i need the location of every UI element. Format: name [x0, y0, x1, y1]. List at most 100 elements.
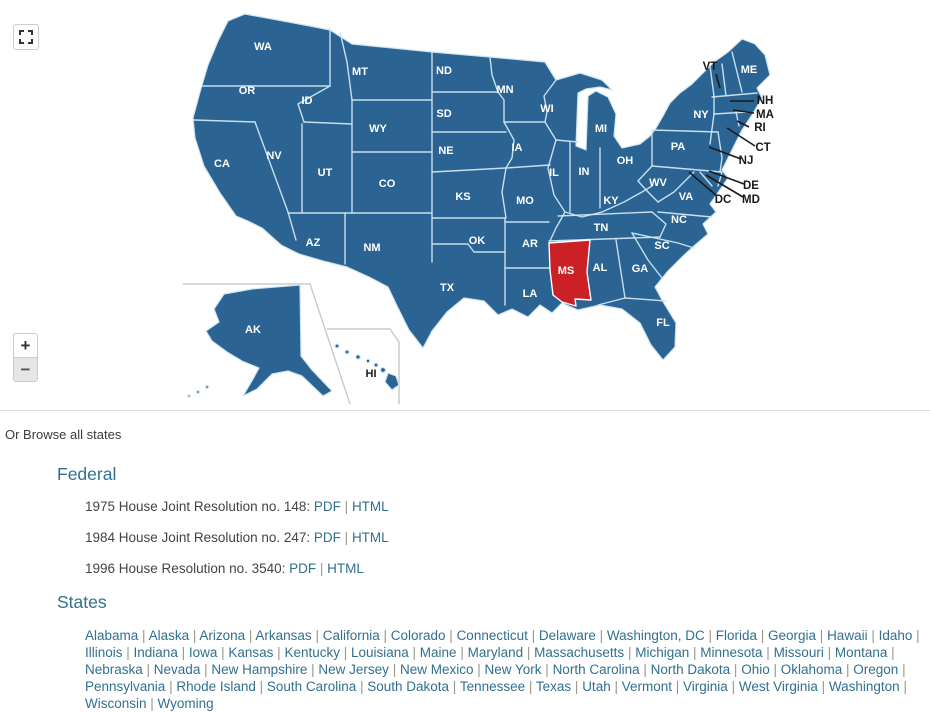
map-state-label-co[interactable]: CO [379, 178, 396, 190]
map-state-label-wa[interactable]: WA [254, 41, 272, 53]
state-link-louisiana[interactable]: Louisiana [350, 645, 409, 660]
map-state-label-oh[interactable]: OH [617, 155, 634, 167]
map-state-label-ma[interactable]: MA [756, 109, 774, 121]
alaska-shape[interactable] [187, 284, 333, 398]
map-state-label-sc[interactable]: SC [654, 240, 669, 252]
map-state-label-ok[interactable]: OK [469, 235, 486, 247]
map-state-label-hi[interactable]: HI [366, 368, 377, 380]
state-link-virginia[interactable]: Virginia [683, 679, 728, 694]
map-state-label-ct[interactable]: CT [755, 142, 770, 154]
map-state-label-ri[interactable]: RI [754, 122, 766, 134]
state-link-wyoming[interactable]: Wyoming [157, 696, 214, 711]
map-state-label-me[interactable]: ME [741, 64, 758, 76]
map-state-label-vt[interactable]: VT [703, 61, 718, 73]
state-link-michigan[interactable]: Michigan [635, 645, 690, 660]
map-state-label-il[interactable]: IL [549, 167, 559, 179]
map-state-label-ak[interactable]: AK [245, 324, 261, 336]
state-link-new-york[interactable]: New York [484, 662, 542, 677]
state-link-ohio[interactable]: Ohio [741, 662, 770, 677]
state-link-texas[interactable]: Texas [535, 679, 572, 694]
zoom-out-button[interactable]: − [13, 357, 38, 382]
state-link-arizona[interactable]: Arizona [199, 628, 246, 643]
state-link-arkansas[interactable]: Arkansas [255, 628, 312, 643]
state-link-oklahoma[interactable]: Oklahoma [780, 662, 843, 677]
map-state-label-al[interactable]: AL [593, 262, 608, 274]
state-link-kansas[interactable]: Kansas [228, 645, 274, 660]
state-link-rhode-island[interactable]: Rhode Island [176, 679, 256, 694]
map-state-label-az[interactable]: AZ [306, 237, 321, 249]
map-state-label-nh[interactable]: NH [757, 95, 774, 107]
html-link[interactable]: HTML [351, 499, 389, 514]
lower48-states-shape[interactable] [192, 13, 771, 361]
state-link-pennsylvania[interactable]: Pennsylvania [85, 679, 166, 694]
html-link[interactable]: HTML [327, 561, 364, 576]
html-link[interactable]: HTML [351, 530, 389, 545]
state-link-west-virginia[interactable]: West Virginia [738, 679, 818, 694]
map-state-label-mi[interactable]: MI [595, 123, 607, 135]
state-link-nebraska[interactable]: Nebraska [85, 662, 143, 677]
map-state-label-nc[interactable]: NC [671, 214, 687, 226]
pdf-link[interactable]: PDF [313, 530, 341, 545]
map-state-label-ny[interactable]: NY [693, 109, 709, 121]
state-link-maine[interactable]: Maine [419, 645, 457, 660]
state-link-indiana[interactable]: Indiana [133, 645, 178, 660]
state-link-iowa[interactable]: Iowa [188, 645, 218, 660]
state-link-vermont[interactable]: Vermont [621, 679, 673, 694]
map-state-label-id[interactable]: ID [302, 95, 313, 107]
pdf-link[interactable]: PDF [289, 561, 317, 576]
map-state-label-wv[interactable]: WV [649, 177, 667, 189]
state-link-south-carolina[interactable]: South Carolina [266, 679, 357, 694]
map-state-label-md[interactable]: MD [742, 194, 760, 206]
map-state-label-ga[interactable]: GA [632, 263, 649, 275]
state-link-washington[interactable]: Washington [828, 679, 900, 694]
map-state-label-dc[interactable]: DC [715, 194, 732, 206]
pdf-link[interactable]: PDF [313, 499, 341, 514]
state-link-kentucky[interactable]: Kentucky [284, 645, 340, 660]
state-link-nevada[interactable]: Nevada [153, 662, 201, 677]
state-link-california[interactable]: California [322, 628, 380, 643]
map-state-label-ut[interactable]: UT [318, 167, 333, 179]
zoom-in-button[interactable]: + [13, 333, 38, 358]
state-link-tennessee[interactable]: Tennessee [459, 679, 526, 694]
state-link-wisconsin[interactable]: Wisconsin [85, 696, 147, 711]
map-state-label-nj[interactable]: NJ [739, 155, 754, 167]
state-mississippi-highlighted[interactable] [548, 239, 592, 307]
fullscreen-button[interactable] [13, 24, 39, 50]
map-state-label-ks[interactable]: KS [455, 191, 470, 203]
state-link-utah[interactable]: Utah [582, 679, 611, 694]
state-link-georgia[interactable]: Georgia [768, 628, 817, 643]
state-link-south-dakota[interactable]: South Dakota [367, 679, 450, 694]
map-state-label-in[interactable]: IN [579, 166, 590, 178]
map-state-label-or[interactable]: OR [239, 85, 256, 97]
map-state-label-pa[interactable]: PA [671, 141, 686, 153]
map-state-label-fl[interactable]: FL [656, 317, 670, 329]
state-link-florida[interactable]: Florida [715, 628, 757, 643]
map-state-label-nm[interactable]: NM [363, 242, 380, 254]
map-state-label-ne[interactable]: NE [438, 145, 453, 157]
map-state-label-sd[interactable]: SD [436, 108, 451, 120]
state-link-delaware[interactable]: Delaware [538, 628, 596, 643]
map-state-label-va[interactable]: VA [679, 191, 694, 203]
state-link-maryland[interactable]: Maryland [467, 645, 524, 660]
map-state-label-ca[interactable]: CA [214, 158, 230, 170]
state-link-alabama[interactable]: Alabama [85, 628, 139, 643]
state-link-hawaii[interactable]: Hawaii [827, 628, 868, 643]
map-state-label-ia[interactable]: IA [512, 142, 523, 154]
map-state-label-ms[interactable]: MS [558, 265, 575, 277]
map-state-label-ky[interactable]: KY [603, 195, 619, 207]
map-state-label-mt[interactable]: MT [352, 66, 368, 78]
state-link-new-jersey[interactable]: New Jersey [318, 662, 389, 677]
state-link-missouri[interactable]: Missouri [773, 645, 824, 660]
map-state-label-wy[interactable]: WY [369, 123, 387, 135]
map-state-label-tn[interactable]: TN [594, 222, 609, 234]
map-state-label-wi[interactable]: WI [540, 103, 553, 115]
state-link-colorado[interactable]: Colorado [390, 628, 446, 643]
map-state-label-ar[interactable]: AR [522, 238, 538, 250]
state-link-new-mexico[interactable]: New Mexico [399, 662, 474, 677]
state-link-washington-dc[interactable]: Washington, DC [606, 628, 705, 643]
map-state-label-la[interactable]: LA [523, 288, 538, 300]
hawaii-shape[interactable] [334, 343, 400, 391]
state-link-montana[interactable]: Montana [834, 645, 888, 660]
state-link-connecticut[interactable]: Connecticut [456, 628, 528, 643]
